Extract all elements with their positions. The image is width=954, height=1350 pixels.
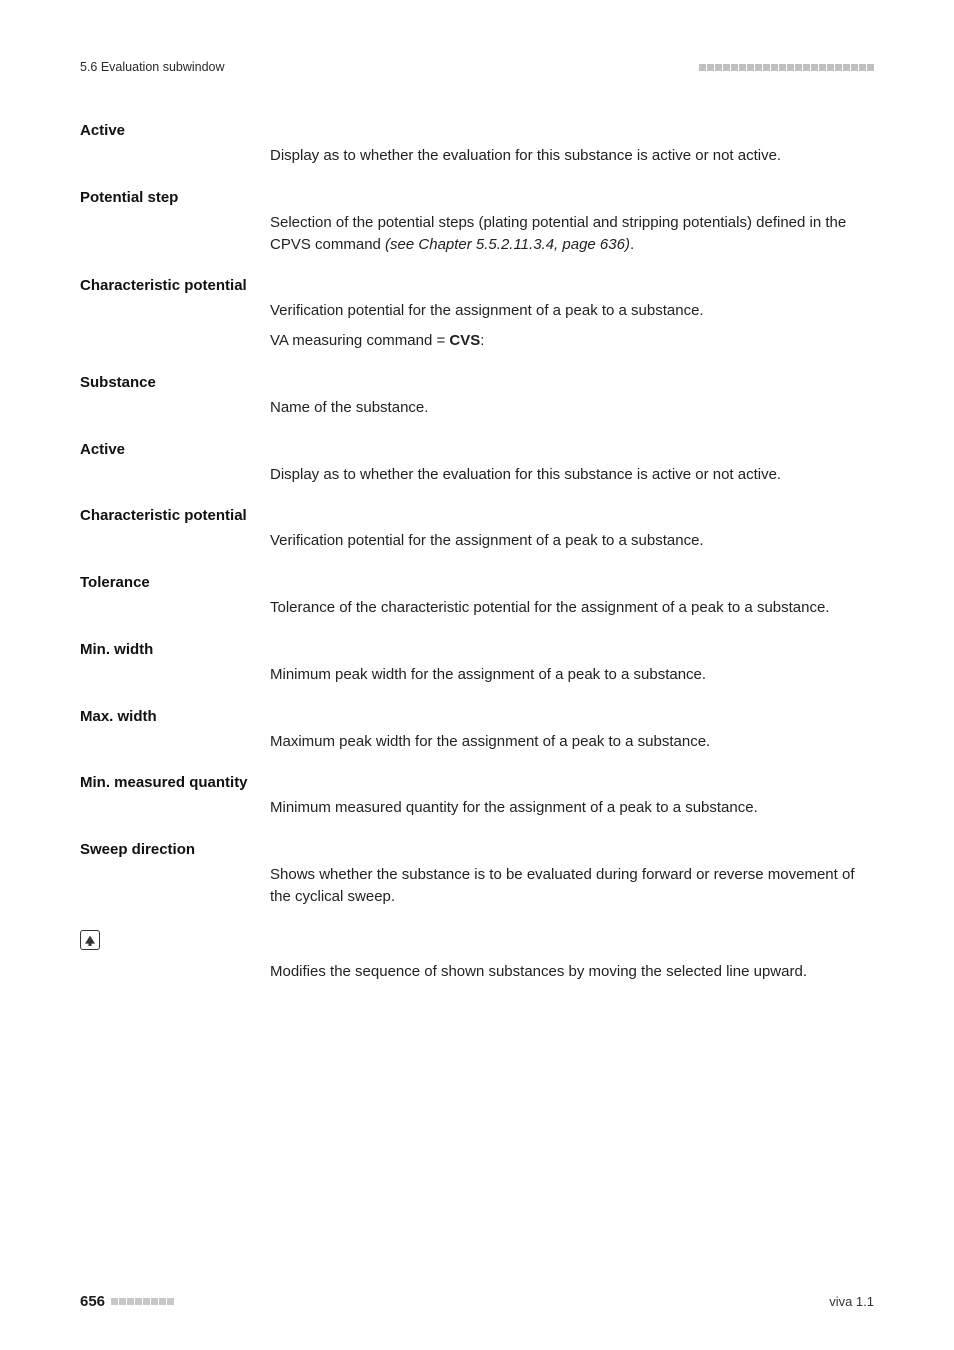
definition-text: Minimum peak width for the assignment of… <box>270 664 864 686</box>
footer-decoration-squares <box>111 1298 174 1305</box>
term-label: Characteristic potential <box>80 507 874 524</box>
term-label: Min. measured quantity <box>80 774 874 791</box>
definition-text: VA measuring command = CVS: <box>270 330 864 352</box>
definition-text: Selection of the potential steps (platin… <box>270 212 864 256</box>
term-label: Active <box>80 122 874 139</box>
footer-left: 656 <box>80 1293 174 1310</box>
page-header: 5.6 Evaluation subwindow <box>80 60 874 74</box>
arrow-up-icon <box>80 930 100 950</box>
move-up-icon <box>80 930 874 955</box>
definition-entry: Sweep direction Shows whether the substan… <box>80 841 874 908</box>
term-label: Characteristic potential <box>80 277 874 294</box>
definition-text: Verification potential for the assignmen… <box>270 300 864 322</box>
term-label: Active <box>80 441 874 458</box>
page-number: 656 <box>80 1293 105 1310</box>
definition-entry: Max. width Maximum peak width for the ass… <box>80 708 874 753</box>
definitions-list: Active Display as to whether the evaluati… <box>80 122 874 982</box>
definition-entry: Potential step Selection of the potential… <box>80 189 874 256</box>
term-label: Substance <box>80 374 874 391</box>
definition-text: Shows whether the substance is to be eva… <box>270 864 864 908</box>
definition-entry: Active Display as to whether the evaluati… <box>80 441 874 486</box>
definition-entry: Active Display as to whether the evaluati… <box>80 122 874 167</box>
page-footer: 656 viva 1.1 <box>80 1293 874 1310</box>
definition-text: Verification potential for the assignmen… <box>270 530 864 552</box>
definition-entry: Substance Name of the substance. <box>80 374 874 419</box>
term-label: Potential step <box>80 189 874 206</box>
header-decoration-squares <box>699 64 874 71</box>
definition-text: Modifies the sequence of shown substance… <box>270 961 864 983</box>
definition-entry: Characteristic potential Verification pot… <box>80 277 874 352</box>
definition-entry: Characteristic potential Verification pot… <box>80 507 874 552</box>
definition-text: Display as to whether the evaluation for… <box>270 464 864 486</box>
definition-entry: Min. measured quantity Minimum measured q… <box>80 774 874 819</box>
section-title: 5.6 Evaluation subwindow <box>80 60 225 74</box>
definition-text: Maximum peak width for the assignment of… <box>270 731 864 753</box>
term-label: Tolerance <box>80 574 874 591</box>
definition-text: Name of the substance. <box>270 397 864 419</box>
term-label: Max. width <box>80 708 874 725</box>
definition-text: Display as to whether the evaluation for… <box>270 145 864 167</box>
definition-entry: Modifies the sequence of shown substance… <box>80 930 874 983</box>
term-label: Min. width <box>80 641 874 658</box>
term-label: Sweep direction <box>80 841 874 858</box>
definition-entry: Min. width Minimum peak width for the ass… <box>80 641 874 686</box>
footer-brand: viva 1.1 <box>829 1294 874 1309</box>
definition-entry: Tolerance Tolerance of the characteristic… <box>80 574 874 619</box>
definition-text: Minimum measured quantity for the assign… <box>270 797 864 819</box>
definition-text: Tolerance of the characteristic potentia… <box>270 597 864 619</box>
